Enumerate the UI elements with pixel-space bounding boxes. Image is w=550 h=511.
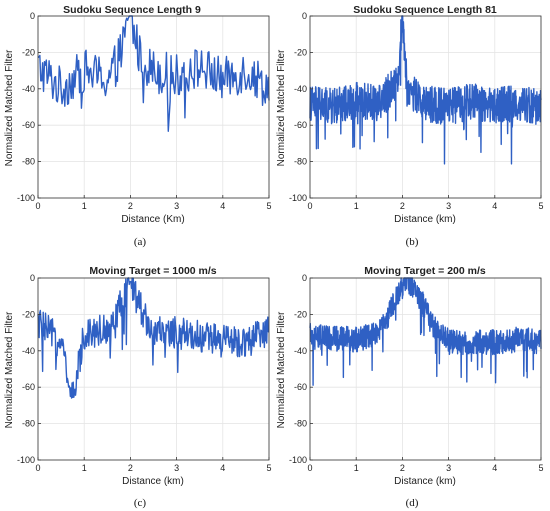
- x-tick-label: 5: [266, 463, 271, 473]
- series-trace: [37, 277, 270, 399]
- x-tick-label: 3: [174, 463, 179, 473]
- axes-frame: [309, 15, 542, 199]
- y-tick-label: -60: [22, 382, 35, 392]
- y-tick-label: -40: [294, 84, 307, 94]
- x-tick-label: 3: [174, 201, 179, 211]
- panel-d-ylabel: Normalized Matched Filter: [276, 311, 287, 428]
- y-tick-label: -60: [294, 382, 307, 392]
- panel-c-title: Moving Target = 1000 m/s: [89, 265, 216, 277]
- panel-a-ylabel: Normalized Matched Filter: [4, 49, 15, 166]
- x-tick-label: 4: [492, 463, 497, 473]
- x-tick-label: 0: [35, 463, 40, 473]
- x-tick-label: 1: [82, 463, 87, 473]
- y-tick-label: -20: [22, 309, 35, 319]
- panel-d-caption: (d): [406, 497, 419, 509]
- x-tick-label: 3: [446, 463, 451, 473]
- panel-b-plot: 0 1 2 3 4 5 0 -20 -40 -60 -80 -100: [289, 11, 544, 211]
- panel-a-title: Sudoku Sequence Length 9: [63, 4, 201, 16]
- panel-a-caption: (a): [134, 236, 147, 248]
- y-tick-label: -100: [17, 455, 35, 465]
- x-tick-label: 5: [538, 201, 543, 211]
- x-tick-label: 1: [354, 463, 359, 473]
- x-tick-label: 5: [266, 201, 271, 211]
- panel-c-xlabel: Distance (km): [122, 476, 184, 487]
- panel-c-plot: 0 1 2 3 4 5 0 -20 -40 -60 -80 -100: [17, 273, 272, 473]
- x-tick-label: 1: [354, 201, 359, 211]
- y-tick-label: -40: [294, 346, 307, 356]
- y-tick-label: -80: [22, 157, 35, 167]
- panel-c: Moving Target = 1000 m/s 0 1 2 3 4 5 0 -20 -40 -6…: [4, 265, 272, 509]
- panel-d-xlabel: Distance (km): [394, 476, 456, 487]
- panel-a-plot: 0 1 2 3 4 5 0 -20 -40 -60 -80 -100: [17, 11, 272, 211]
- y-tick-label: -60: [22, 120, 35, 130]
- y-tick-label: -80: [294, 419, 307, 429]
- y-tick-label: -20: [22, 47, 35, 57]
- y-tick-label: -100: [17, 193, 35, 203]
- panel-b: Sudoku Sequence Length 81 0 1 2 3 4 5 0 -20 -40 -…: [276, 4, 544, 248]
- y-tick-label: -80: [22, 419, 35, 429]
- panel-b-title: Sudoku Sequence Length 81: [353, 4, 497, 16]
- y-tick-label: -100: [289, 455, 307, 465]
- x-tick-label: 2: [400, 463, 405, 473]
- series-trace: [309, 15, 542, 165]
- x-tick-label: 2: [400, 201, 405, 211]
- panel-c-caption: (c): [134, 497, 147, 509]
- y-tick-label: 0: [302, 11, 307, 21]
- x-tick-label: 5: [538, 463, 543, 473]
- y-tick-label: -80: [294, 157, 307, 167]
- x-tick-label: 1: [82, 201, 87, 211]
- y-tick-label: 0: [30, 11, 35, 21]
- axes-frame: [37, 15, 270, 199]
- panel-b-ylabel: Normalized Matched Filter: [276, 49, 287, 166]
- y-tick-label: -20: [294, 47, 307, 57]
- panel-a: Sudoku Sequence Length 9 0 1 2 3 4 5 0 -20 -40 -6…: [4, 4, 272, 248]
- x-tick-label: 2: [128, 463, 133, 473]
- x-tick-label: 2: [128, 201, 133, 211]
- y-tick-label: -60: [294, 120, 307, 130]
- panel-d-title: Moving Target = 200 m/s: [364, 265, 486, 277]
- x-tick-label: 4: [492, 201, 497, 211]
- x-tick-label: 4: [220, 201, 225, 211]
- panel-c-ylabel: Normalized Matched Filter: [4, 311, 15, 428]
- y-tick-label: 0: [302, 273, 307, 283]
- y-tick-label: 0: [30, 273, 35, 283]
- series-trace: [309, 277, 542, 386]
- y-tick-label: -100: [289, 193, 307, 203]
- panel-d: Moving Target = 200 m/s 0 1 2 3 4 5 0 -20 -40 -60…: [276, 265, 544, 509]
- axes-frame: [309, 277, 542, 461]
- series-trace: [37, 15, 270, 132]
- panel-a-xlabel: Distance (Km): [121, 214, 184, 225]
- panel-b-xlabel: Distance (km): [394, 214, 456, 225]
- x-tick-label: 0: [35, 201, 40, 211]
- y-tick-label: -40: [22, 346, 35, 356]
- axes-frame: [37, 277, 270, 461]
- y-tick-label: -40: [22, 84, 35, 94]
- x-tick-label: 3: [446, 201, 451, 211]
- x-tick-label: 0: [307, 463, 312, 473]
- x-tick-label: 0: [307, 201, 312, 211]
- x-tick-label: 4: [220, 463, 225, 473]
- panel-b-caption: (b): [406, 236, 419, 248]
- panel-d-plot: 0 1 2 3 4 5 0 -20 -40 -60 -80 -100: [289, 273, 544, 473]
- y-tick-label: -20: [294, 309, 307, 319]
